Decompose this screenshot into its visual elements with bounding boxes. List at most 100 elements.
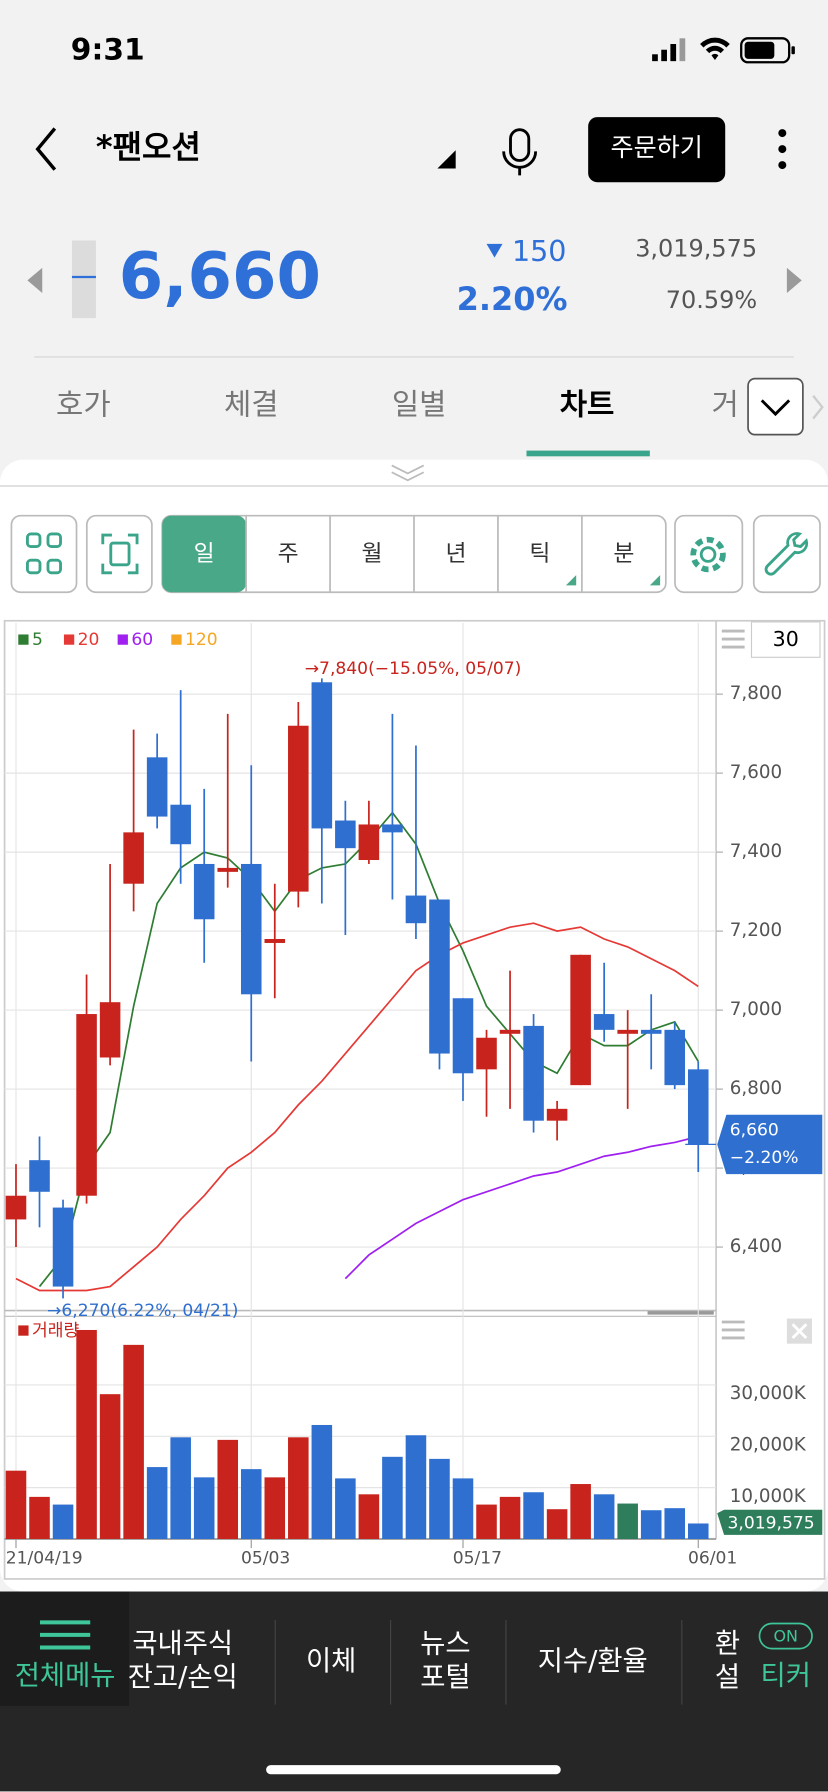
volume-legend: 거래량 [32, 1321, 80, 1341]
wifi-icon [700, 37, 730, 61]
price-tag-value: 6,660 [730, 1121, 779, 1141]
candle-body [52, 1207, 74, 1287]
tools-button[interactable] [752, 514, 821, 594]
period-count[interactable]: 30 [773, 627, 799, 651]
legend-swatch [117, 634, 128, 645]
period-count-box[interactable] [750, 621, 821, 658]
legend-swatch [171, 634, 182, 645]
change-rate: 2.20% [457, 280, 568, 318]
name-dropdown[interactable] [437, 150, 456, 169]
period-button[interactable]: 월 [362, 541, 383, 567]
period-button[interactable]: 일 [194, 541, 215, 567]
nav-item[interactable]: 국내주식 [132, 1629, 233, 1660]
ticker-label[interactable]: 티커 [761, 1661, 811, 1692]
legend-swatch [18, 634, 29, 645]
y-tick-label: 6,800 [730, 1078, 782, 1099]
nav-item[interactable]: 포털 [420, 1662, 470, 1693]
price-chart: 6,4006,6006,8007,0007,2007,4007,6007,800… [4, 623, 823, 1568]
more-button[interactable] [778, 129, 787, 170]
volume-bar [5, 1470, 27, 1539]
volume-bar [76, 1329, 97, 1539]
volume-legend-swatch [18, 1325, 29, 1336]
battery-level [744, 41, 775, 59]
layout-button[interactable] [10, 514, 78, 594]
order-button[interactable] [588, 117, 726, 183]
tab-bar: 호가 체결 일별 차트 거 [56, 388, 739, 423]
volume-bar [52, 1504, 74, 1539]
volume-bar [170, 1437, 191, 1539]
candle-body [476, 1037, 497, 1070]
back-button[interactable] [35, 127, 57, 171]
volume-bar [99, 1394, 121, 1539]
candle-body [335, 820, 356, 849]
tab[interactable]: 차트 [560, 388, 615, 423]
dot [778, 145, 787, 154]
nav-item[interactable]: 환 [715, 1629, 740, 1660]
candle-body [146, 757, 168, 817]
prev-stock[interactable] [27, 267, 43, 293]
candle-body [170, 804, 191, 845]
y-tick-label: 7,000 [730, 999, 782, 1020]
menu-label[interactable]: 전체메뉴 [15, 1661, 116, 1692]
candle-body [617, 1029, 638, 1034]
fullscreen-button[interactable] [85, 514, 153, 594]
candle-body [640, 1029, 662, 1034]
home-indicator [266, 1765, 561, 1775]
tab-dropdown[interactable] [747, 377, 804, 436]
tab[interactable]: 체결 [224, 388, 279, 423]
panel-menu[interactable] [721, 629, 745, 1340]
toolbar [10, 514, 821, 594]
volume-bar [288, 1437, 309, 1539]
menu-icon[interactable] [39, 1620, 91, 1650]
mic-stand [502, 151, 538, 176]
candle-body [687, 1069, 709, 1145]
down-arrow [486, 243, 503, 258]
icon-part [699, 546, 717, 563]
tab[interactable]: 거 [712, 388, 739, 423]
legend-label: 5 [32, 630, 43, 650]
order-button-label[interactable]: 주문하기 [610, 133, 702, 162]
candle-body [264, 939, 286, 943]
period-button[interactable]: 틱 [529, 541, 550, 567]
volume-bar [217, 1439, 239, 1539]
mic-icon [509, 128, 531, 162]
y-tick-label: 7,800 [730, 683, 782, 704]
dot [778, 161, 787, 170]
volume-bar [29, 1496, 50, 1539]
price-change: 150 [512, 234, 567, 268]
settings-button[interactable] [674, 514, 744, 594]
tab[interactable]: 일별 [392, 388, 447, 423]
period-button[interactable]: 분 [613, 541, 634, 567]
icon-part [690, 536, 726, 573]
nav-item[interactable]: 설 [715, 1662, 740, 1693]
trade-volume: 3,019,575 [635, 235, 757, 263]
icon-part [764, 532, 809, 576]
close-icon [791, 1323, 808, 1339]
period-button[interactable]: 주 [278, 541, 299, 567]
nav-item[interactable]: 잔고/손익 [128, 1662, 238, 1693]
volume-bar [664, 1508, 686, 1539]
nav-item[interactable]: 지수/환율 [538, 1646, 648, 1677]
volume-ratio: 70.59% [666, 286, 757, 314]
ticker-toggle[interactable] [758, 1622, 813, 1650]
y-tick-label: 6,400 [730, 1236, 782, 1257]
mic-button[interactable] [502, 128, 538, 176]
nav-item[interactable]: 뉴스 [420, 1629, 470, 1660]
tab[interactable]: 호가 [56, 388, 111, 423]
toggle-label[interactable]: ON [773, 1627, 798, 1646]
tab-indicator [526, 450, 650, 457]
dot [778, 129, 787, 138]
candle-body [382, 824, 403, 833]
nav-fade [742, 1599, 757, 1714]
next-stock[interactable] [786, 267, 802, 293]
y-tick-label: 7,600 [730, 762, 782, 783]
candle-body [570, 954, 591, 1086]
stock-name[interactable]: *팬오션 [96, 128, 201, 166]
collapse-handle[interactable] [391, 464, 425, 482]
volume-bar [546, 1509, 568, 1539]
period-button[interactable]: 년 [445, 541, 466, 567]
x-tick-label: 05/03 [241, 1548, 290, 1568]
nav-item[interactable]: 이체 [306, 1646, 356, 1677]
period-active [162, 515, 247, 593]
